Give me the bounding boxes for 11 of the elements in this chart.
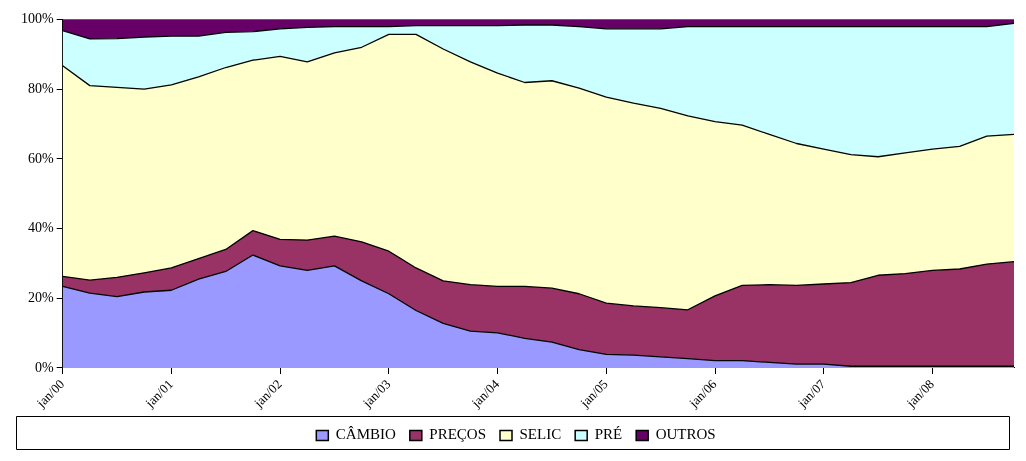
y-tick-label: 20% [27, 289, 54, 305]
legend-label: SELIC [519, 426, 562, 443]
legend-label: OUTROS [655, 426, 716, 443]
legend-label: PRÉ [594, 426, 623, 443]
y-tick-label: 100% [20, 11, 54, 27]
y-tick-label: 0% [34, 359, 54, 375]
y-tick-label: 40% [27, 220, 54, 236]
legend-label: PREÇOS [429, 426, 487, 443]
y-tick-label: 60% [27, 150, 54, 166]
legend-label: CÂMBIO [335, 426, 396, 443]
y-tick-label: 80% [27, 80, 54, 96]
